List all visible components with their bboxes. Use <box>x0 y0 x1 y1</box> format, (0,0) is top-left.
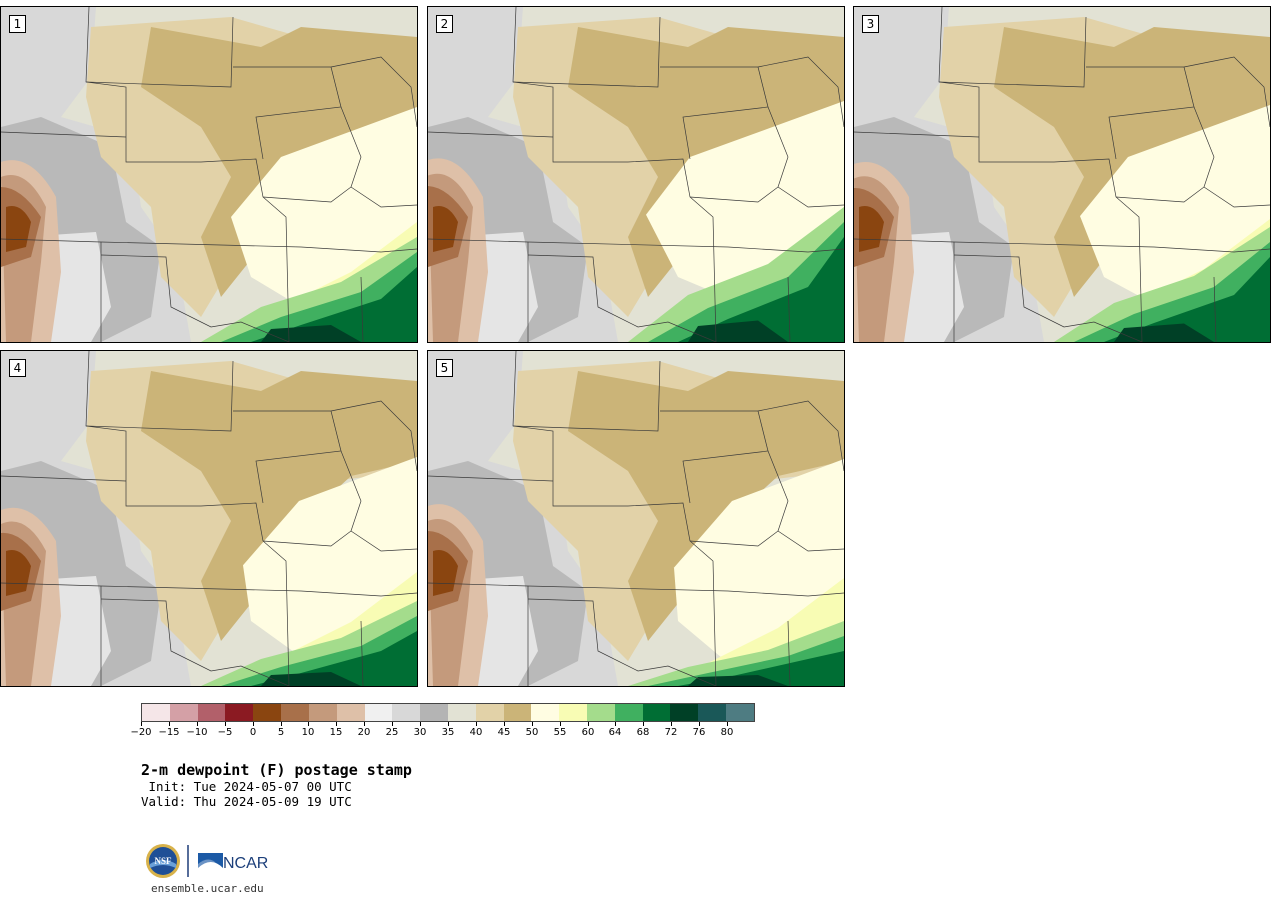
colorbar-swatch <box>503 704 532 721</box>
colorbar-tick <box>336 722 337 726</box>
member-panel-5: 5 <box>427 350 845 687</box>
colorbar-swatch <box>197 704 226 721</box>
colorbar-swatch <box>642 704 671 721</box>
colorbar-tick-label: 40 <box>469 727 483 738</box>
member-panel-2: 2 <box>427 6 845 343</box>
colorbar-tick <box>504 722 505 726</box>
colorbar-tick <box>420 722 421 726</box>
colorbar-swatch <box>142 704 170 721</box>
colorbar-swatch <box>169 704 198 721</box>
colorbar-swatch <box>475 704 504 721</box>
colorbar-tick-label: 0 <box>249 727 257 738</box>
colorbar-swatch <box>726 704 754 721</box>
colorbar-tick-label: 76 <box>692 727 706 738</box>
colorbar-swatch <box>392 704 421 721</box>
member-panel-3: 3 <box>853 6 1271 343</box>
colorbar-tick-label: 68 <box>636 727 650 738</box>
dewpoint-colorbar <box>141 703 755 722</box>
dewpoint-map-2 <box>428 7 844 342</box>
colorbar-tick-label: 50 <box>525 727 539 738</box>
svg-text:NSF: NSF <box>154 856 172 866</box>
colorbar-swatch <box>308 704 337 721</box>
colorbar-swatch <box>281 704 309 721</box>
colorbar-ticks: −20 −15 −10 −5 0 5 10 15 20 25 30 35 40 45 50 55 60 64 68 7… <box>130 722 755 742</box>
colorbar-swatch <box>420 704 448 721</box>
site-url: ensemble.ucar.edu <box>151 882 264 895</box>
colorbar-swatch <box>587 704 615 721</box>
colorbar-swatch <box>364 704 393 721</box>
colorbar-tick <box>727 722 728 726</box>
colorbar-tick-label: −5 <box>217 727 233 738</box>
colorbar-tick-label: 60 <box>581 727 595 738</box>
colorbar-tick <box>476 722 477 726</box>
colorbar-tick-label: 15 <box>329 727 343 738</box>
colorbar-tick <box>169 722 170 726</box>
nsf-ncar-logos: NSF NCAR <box>146 844 268 878</box>
colorbar-tick-label: −15 <box>158 727 180 738</box>
panel-number-4: 4 <box>9 359 26 377</box>
colorbar-tick-label: 10 <box>301 727 315 738</box>
init-time: Init: Tue 2024-05-07 00 UTC <box>141 779 352 794</box>
colorbar-tick-label: 80 <box>720 727 734 738</box>
colorbar-tick <box>532 722 533 726</box>
colorbar-tick <box>225 722 226 726</box>
colorbar-tick-label: 5 <box>277 727 285 738</box>
colorbar-tick <box>560 722 561 726</box>
colorbar-swatch <box>559 704 587 721</box>
colorbar-swatch <box>698 704 727 721</box>
colorbar-tick <box>588 722 589 726</box>
colorbar-tick <box>308 722 309 726</box>
member-panel-4: 4 <box>0 350 418 687</box>
member-panel-1: 1 <box>0 6 418 343</box>
colorbar-tick-label: 64 <box>608 727 622 738</box>
colorbar-tick <box>392 722 393 726</box>
colorbar-swatch <box>447 704 476 721</box>
nsf-logo-icon: NSF <box>146 844 180 878</box>
colorbar-tick-label: 30 <box>413 727 427 738</box>
colorbar-tick <box>699 722 700 726</box>
colorbar-tick-label: 72 <box>664 727 678 738</box>
panel-number-5: 5 <box>436 359 453 377</box>
colorbar-swatch <box>670 704 699 721</box>
colorbar-tick-label: 20 <box>357 727 371 738</box>
plot-title: 2-m dewpoint (F) postage stamp <box>141 761 412 779</box>
colorbar-tick-label: 55 <box>553 727 567 738</box>
valid-time: Valid: Thu 2024-05-09 19 UTC <box>141 794 352 809</box>
panel-number-2: 2 <box>436 15 453 33</box>
colorbar-tick <box>141 722 142 726</box>
dewpoint-map-4 <box>1 351 417 686</box>
svg-text:NCAR: NCAR <box>223 855 268 872</box>
colorbar-tick <box>615 722 616 726</box>
colorbar-swatch <box>336 704 365 721</box>
colorbar-tick <box>448 722 449 726</box>
colorbar-tick <box>281 722 282 726</box>
colorbar-tick <box>364 722 365 726</box>
colorbar-tick-label: −20 <box>130 727 152 738</box>
colorbar-tick-label: 25 <box>385 727 399 738</box>
colorbar-swatch <box>531 704 560 721</box>
colorbar-tick <box>643 722 644 726</box>
ncar-logo-icon: NCAR <box>198 853 268 872</box>
colorbar-tick <box>671 722 672 726</box>
panel-number-3: 3 <box>862 15 879 33</box>
colorbar-tick-label: 45 <box>497 727 511 738</box>
colorbar-tick <box>197 722 198 726</box>
dewpoint-map-5 <box>428 351 844 686</box>
colorbar-swatch <box>253 704 282 721</box>
dewpoint-map-1 <box>1 7 417 342</box>
colorbar-swatch <box>614 704 643 721</box>
colorbar-tick <box>253 722 254 726</box>
panel-number-1: 1 <box>9 15 26 33</box>
colorbar-tick-label: −10 <box>186 727 208 738</box>
dewpoint-map-3 <box>854 7 1270 342</box>
colorbar-tick-label: 35 <box>441 727 455 738</box>
colorbar-swatch <box>225 704 254 721</box>
